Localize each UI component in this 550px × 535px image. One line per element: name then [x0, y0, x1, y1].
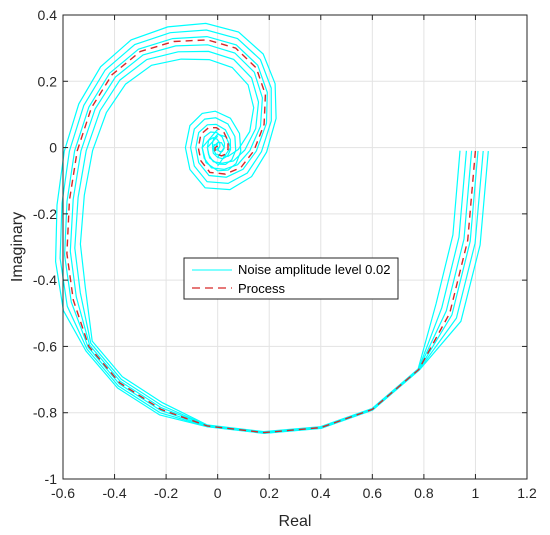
- y-axis-label: Imaginary: [9, 212, 26, 282]
- noise-trajectory: [79, 58, 461, 433]
- axes-box: [62, 14, 528, 480]
- noise-trajectory: [74, 50, 467, 433]
- y-tick-label: -0.8: [33, 405, 57, 421]
- legend-noise-label: Noise amplitude level 0.02: [238, 262, 390, 277]
- x-tick-label: 1.2: [517, 485, 537, 501]
- x-tick-label: 0: [214, 485, 222, 501]
- grid: [62, 14, 528, 480]
- legend-box: [183, 257, 399, 300]
- x-tick-label: -0.6: [51, 485, 75, 501]
- legend: Noise amplitude level 0.02 Process: [183, 257, 399, 300]
- process-curve: [66, 39, 477, 434]
- y-tick-label: 0.2: [38, 73, 58, 89]
- x-tick-label: 1: [472, 485, 480, 501]
- noise-trajectory: [54, 22, 489, 435]
- y-tick-label: -0.6: [33, 338, 57, 354]
- plot-area: [54, 22, 489, 435]
- x-tick-label: 0.4: [311, 485, 331, 501]
- x-axis-label: Real: [279, 513, 312, 530]
- x-tick-label: 0.6: [363, 485, 383, 501]
- legend-process-label: Process: [238, 281, 285, 296]
- y-tick-label: 0: [49, 140, 57, 156]
- x-tick-label: -0.4: [102, 485, 126, 501]
- x-tick-label: 0.8: [414, 485, 434, 501]
- y-tick-label: -1: [45, 471, 58, 487]
- noise-trajectory: [59, 29, 484, 434]
- y-tick-label: 0.4: [38, 7, 58, 23]
- ticks: -0.6 -0.4 -0.2 0 0.2 0.4 0.6 0.8 1 1.2 -1 -0.8 -0.6 -…: [33, 7, 537, 501]
- y-tick-label: -0.4: [33, 272, 57, 288]
- x-tick-label: -0.2: [154, 485, 178, 501]
- x-tick-label: 0.2: [259, 485, 279, 501]
- y-tick-label: -0.2: [33, 206, 57, 222]
